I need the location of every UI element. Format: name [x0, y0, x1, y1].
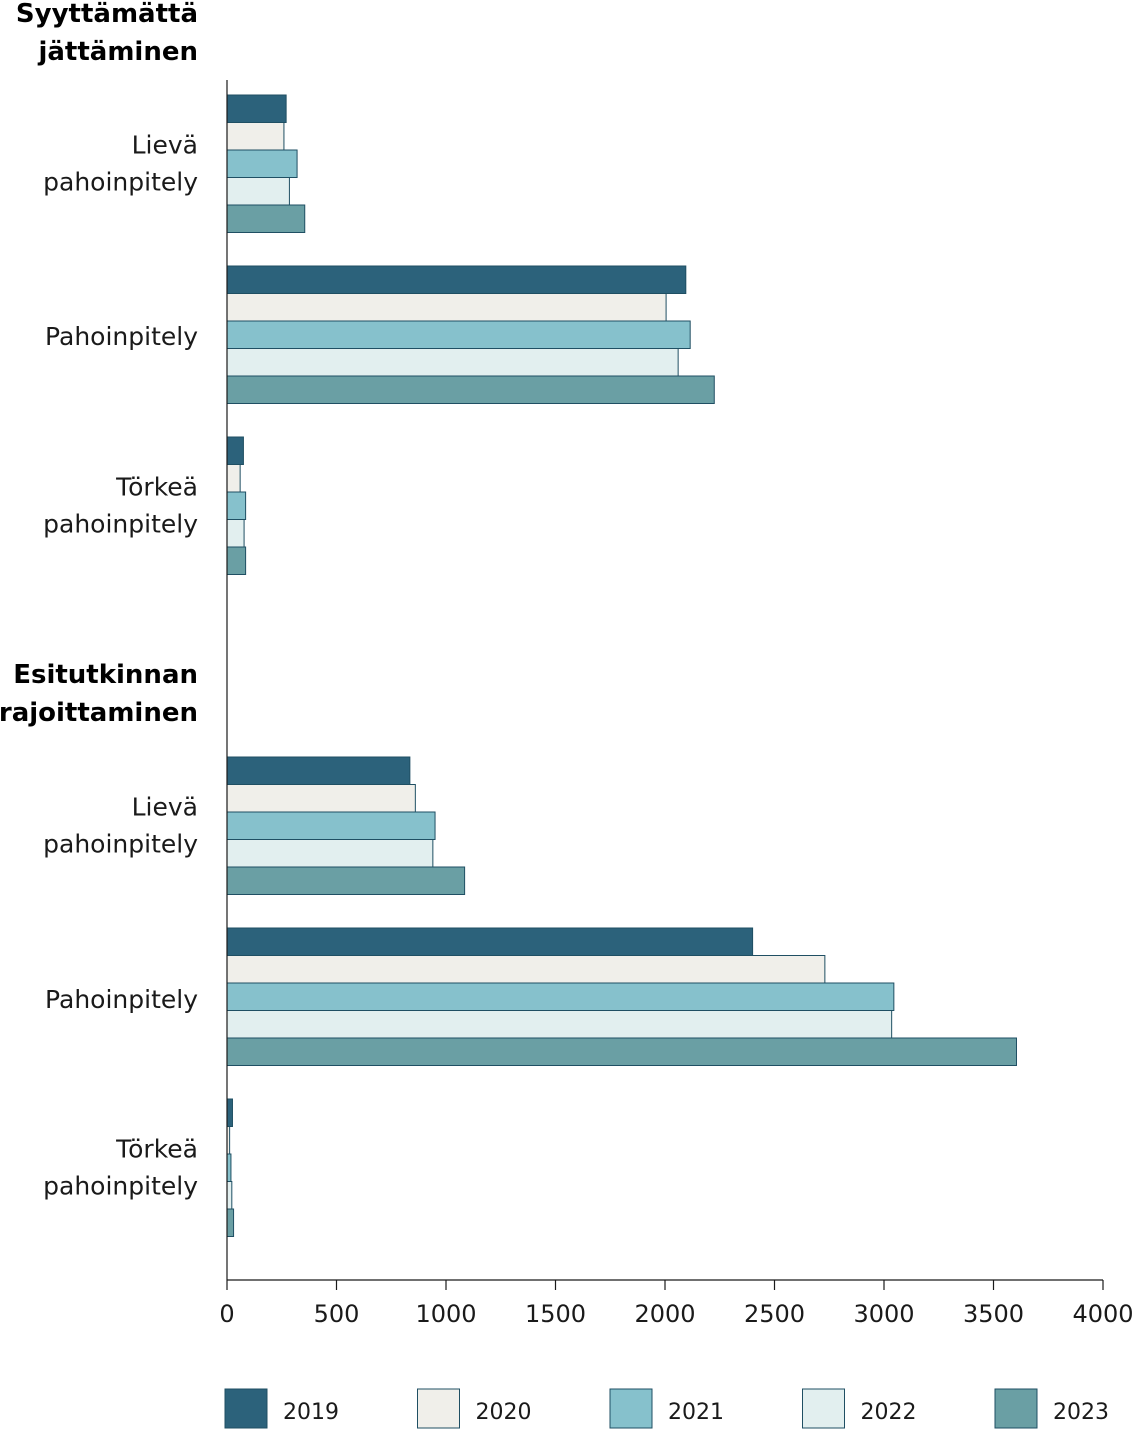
bar-2021 [226, 149, 298, 178]
bar-2019 [226, 927, 754, 956]
category-label: Pahoinpitely [45, 322, 198, 351]
legend-swatch-2019 [224, 1388, 268, 1429]
x-tick-label: 3500 [963, 1300, 1024, 1328]
bar-2021 [226, 320, 691, 349]
x-axis: 0 500 1000 1500 2000 2500 3000 3500 4000 [219, 80, 1134, 1328]
bar-2019 [226, 1098, 233, 1127]
legend: 2019 2020 2021 2022 2023 [224, 1388, 1109, 1429]
category-label-line: pahoinpitely [43, 168, 198, 197]
group-title-line: Syyttämättä [16, 0, 198, 29]
group-titles: Syyttämättä jättäminen Esitutkinnan rajoitt… [0, 0, 198, 728]
category-label: Lievä pahoinpitely [43, 131, 198, 197]
bar-2020 [226, 122, 285, 151]
category-label-line: Pahoinpitely [45, 322, 198, 351]
x-tick-label: 1500 [525, 1300, 586, 1328]
x-tick-label: 3000 [853, 1300, 914, 1328]
legend-swatch-2022 [802, 1388, 845, 1429]
bar-2021 [226, 982, 895, 1011]
category-label: Törkeä pahoinpitely [43, 473, 198, 539]
bar-2020 [226, 464, 241, 493]
legend-label: 2023 [1053, 1400, 1109, 1425]
legend-swatch-2020 [417, 1388, 460, 1429]
bar-2019 [226, 265, 687, 294]
bar-2023 [226, 1208, 235, 1237]
bar-2023 [226, 546, 247, 575]
bar-2021 [226, 491, 247, 520]
group-title-line: rajoittaminen [0, 698, 198, 728]
group-title-line: Esitutkinnan [13, 660, 198, 690]
category-label-line: pahoinpitely [43, 1172, 198, 1201]
bar-2022 [226, 177, 290, 206]
legend-label: 2021 [668, 1400, 724, 1425]
category-label-line: pahoinpitely [43, 510, 198, 539]
bar-2019 [226, 436, 244, 465]
legend-swatch-2023 [994, 1388, 1038, 1429]
legend-label: 2022 [861, 1400, 917, 1425]
bar-2023 [226, 375, 715, 404]
bar-2022 [226, 1010, 893, 1039]
bars [226, 94, 1017, 1237]
category-label: Törkeä pahoinpitely [43, 1135, 198, 1201]
group-title-line: jättäminen [37, 37, 198, 67]
x-tick-label: 500 [314, 1300, 360, 1328]
x-tick-label: 4000 [1072, 1300, 1133, 1328]
bar-2020 [226, 293, 667, 322]
bar-2022 [226, 839, 434, 868]
category-label-line: Törkeä [115, 473, 198, 502]
bar-2019 [226, 94, 287, 123]
bar-2020 [226, 955, 826, 984]
group-title: Esitutkinnan rajoittaminen [0, 660, 198, 728]
category-labels: Lievä pahoinpitely Pahoinpitely Törkeä pahoi… [43, 131, 198, 1201]
bar-2021 [226, 811, 436, 840]
bar-2023 [226, 1037, 1017, 1066]
category-label-line: pahoinpitely [43, 830, 198, 859]
bar-2019 [226, 756, 411, 785]
legend-label: 2020 [476, 1400, 532, 1425]
bar-2023 [226, 866, 466, 895]
bar-2020 [226, 784, 416, 813]
bar-2022 [226, 1181, 233, 1210]
legend-label: 2019 [283, 1400, 339, 1425]
legend-swatch-2021 [609, 1388, 653, 1429]
x-tick-label: 2500 [744, 1300, 805, 1328]
x-tick-label: 2000 [634, 1300, 695, 1328]
category-label-line: Pahoinpitely [45, 985, 198, 1014]
category-label-line: Törkeä [115, 1135, 198, 1164]
category-label: Pahoinpitely [45, 985, 198, 1014]
category-label-line: Lievä [132, 131, 198, 160]
bar-2022 [226, 348, 679, 377]
x-tick-label: 0 [219, 1300, 234, 1328]
bar-2023 [226, 204, 306, 233]
category-label-line: Lievä [132, 793, 198, 822]
bar-2022 [226, 519, 245, 548]
group-title: Syyttämättä jättäminen [16, 0, 198, 67]
x-tick-label: 1000 [415, 1300, 476, 1328]
category-label: Lievä pahoinpitely [43, 793, 198, 859]
